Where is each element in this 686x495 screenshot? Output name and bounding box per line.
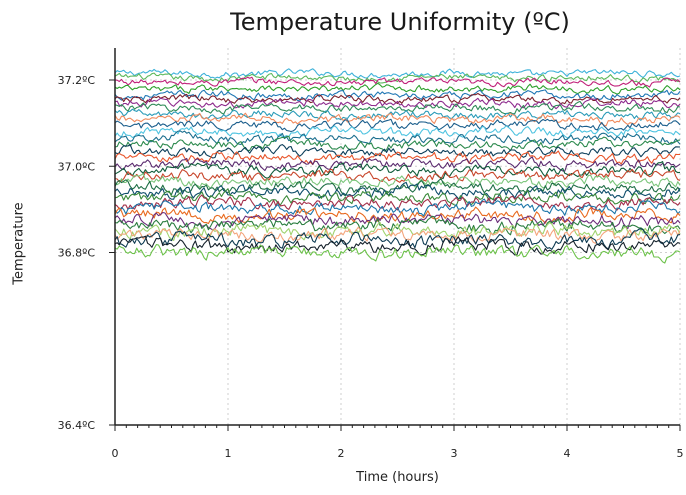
- x-tick-label: 0: [112, 447, 119, 460]
- series-line: [114, 150, 681, 166]
- x-tick-label: 1: [225, 447, 232, 460]
- series-line: [114, 173, 681, 189]
- y-axis-label: Temperature: [11, 202, 27, 285]
- x-tick-label: 5: [677, 447, 684, 460]
- series-line: [114, 76, 681, 88]
- series-line: [114, 118, 681, 133]
- series-line: [114, 125, 681, 139]
- series-line: [114, 130, 681, 146]
- x-axis-label: Time (hours): [356, 470, 439, 485]
- series-line: [114, 228, 681, 250]
- series-line: [114, 188, 681, 207]
- series-line: [114, 108, 681, 121]
- series-line: [114, 181, 681, 202]
- y-tick-label: 37.2ºC: [58, 74, 96, 87]
- series-line: [114, 193, 681, 211]
- series-line: [114, 226, 681, 245]
- x-tick-label: 3: [451, 447, 458, 460]
- series-line: [114, 72, 681, 84]
- series-line: [114, 221, 681, 241]
- series-line: [114, 235, 681, 256]
- x-tick-label: 4: [564, 447, 571, 460]
- series-line: [114, 143, 681, 159]
- y-tick-label: 37.0ºC: [58, 160, 96, 173]
- y-tick-label: 36.8ºC: [58, 247, 96, 260]
- series-line: [114, 161, 681, 180]
- series-line: [114, 198, 681, 217]
- series-line: [114, 92, 681, 105]
- chart-title: Temperature Uniformity (ºC): [230, 8, 570, 36]
- series-line: [114, 168, 681, 183]
- series-line: [114, 82, 681, 95]
- series-line: [114, 68, 681, 79]
- series-line: [114, 178, 681, 197]
- series-line: [114, 244, 681, 264]
- y-tick-label: 36.4ºC: [58, 419, 96, 432]
- series-line: [114, 89, 681, 102]
- series-line: [114, 97, 681, 110]
- series-line: [114, 156, 681, 172]
- series-line: [114, 135, 681, 152]
- series-line: [114, 215, 681, 236]
- series-line: [114, 100, 681, 115]
- x-tick-label: 2: [338, 447, 345, 460]
- series-line: [114, 112, 681, 127]
